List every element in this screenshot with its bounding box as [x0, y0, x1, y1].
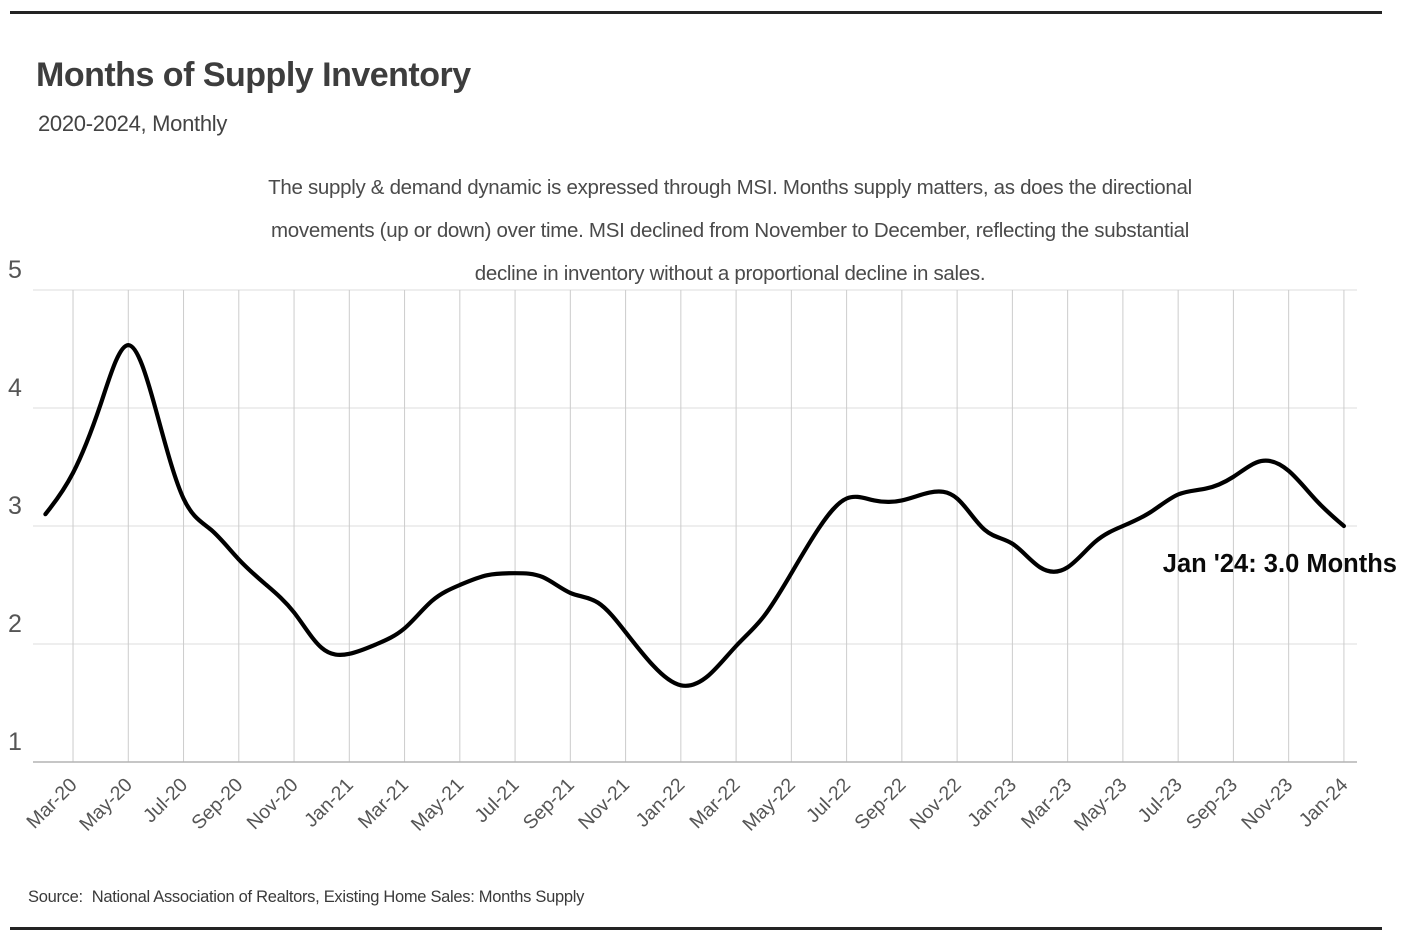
chart-subtitle: 2020-2024, Monthly — [38, 111, 228, 136]
horizontal-gridlines — [33, 289, 1357, 763]
x-tick-label-Sep-23: Sep-23 — [1182, 774, 1242, 834]
x-tick-label-Jan-24: Jan-24 — [1295, 774, 1353, 832]
page-title: Months of Supply Inventory — [36, 56, 471, 94]
x-tick-label-Jul-23: Jul-23 — [1134, 774, 1187, 827]
x-tick-label-Sep-21: Sep-21 — [519, 774, 579, 834]
x-tick-label-Sep-22: Sep-22 — [850, 774, 910, 834]
x-tick-label-Nov-21: Nov-21 — [574, 774, 634, 834]
source-text: National Association of Realtors, Existi… — [91, 888, 585, 906]
bottom-border — [10, 927, 1382, 930]
description-line: movements (up or down) over time. MSI de… — [271, 219, 1189, 242]
x-tick-label-May-20: May-20 — [75, 774, 137, 836]
y-tick-label-1: 1 — [8, 728, 22, 756]
x-tick-label-Jul-21: Jul-21 — [470, 774, 523, 827]
x-tick-label-Nov-23: Nov-23 — [1237, 774, 1297, 834]
x-tick-label-Mar-20: Mar-20 — [22, 774, 81, 833]
vertical-gridlines — [72, 290, 1345, 762]
latest-value-annotation: Jan '24: 3.0 Months — [1163, 550, 1397, 578]
x-tick-label-Mar-22: Mar-22 — [685, 774, 744, 833]
description-line: The supply & demand dynamic is expressed… — [268, 176, 1192, 199]
x-tick-label-Mar-21: Mar-21 — [354, 774, 413, 833]
x-tick-label-Jul-22: Jul-22 — [802, 774, 855, 827]
x-tick-label-Jan-21: Jan-21 — [300, 774, 358, 832]
x-tick-label-Nov-20: Nov-20 — [243, 774, 303, 834]
msi-series-line — [43, 343, 1346, 688]
x-tick-label-Mar-23: Mar-23 — [1017, 774, 1076, 833]
y-axis-tick-labels: 1 2 3 4 5 — [8, 256, 22, 756]
x-tick-label-Jan-23: Jan-23 — [963, 774, 1021, 832]
y-tick-label-5: 5 — [8, 256, 22, 284]
x-tick-label-Sep-20: Sep-20 — [187, 774, 247, 834]
y-tick-label-2: 2 — [8, 610, 22, 638]
x-tick-label-Jul-20: Jul-20 — [139, 774, 192, 827]
top-border — [10, 11, 1382, 14]
y-tick-label-3: 3 — [8, 492, 22, 520]
x-tick-label-Nov-22: Nov-22 — [906, 774, 966, 834]
description-line: decline in inventory without a proportio… — [474, 262, 986, 285]
source-attribution: Source: National Association of Realtors,… — [28, 888, 584, 907]
x-tick-label-May-22: May-22 — [738, 774, 800, 836]
x-tick-label-May-21: May-21 — [407, 774, 469, 836]
chart-description: The supply & demand dynamic is expressed… — [180, 166, 1280, 295]
y-tick-label-4: 4 — [8, 374, 22, 402]
x-tick-label-Jan-22: Jan-22 — [632, 774, 690, 832]
source-label: Source: — [28, 888, 83, 906]
x-tick-label-May-23: May-23 — [1070, 774, 1132, 836]
